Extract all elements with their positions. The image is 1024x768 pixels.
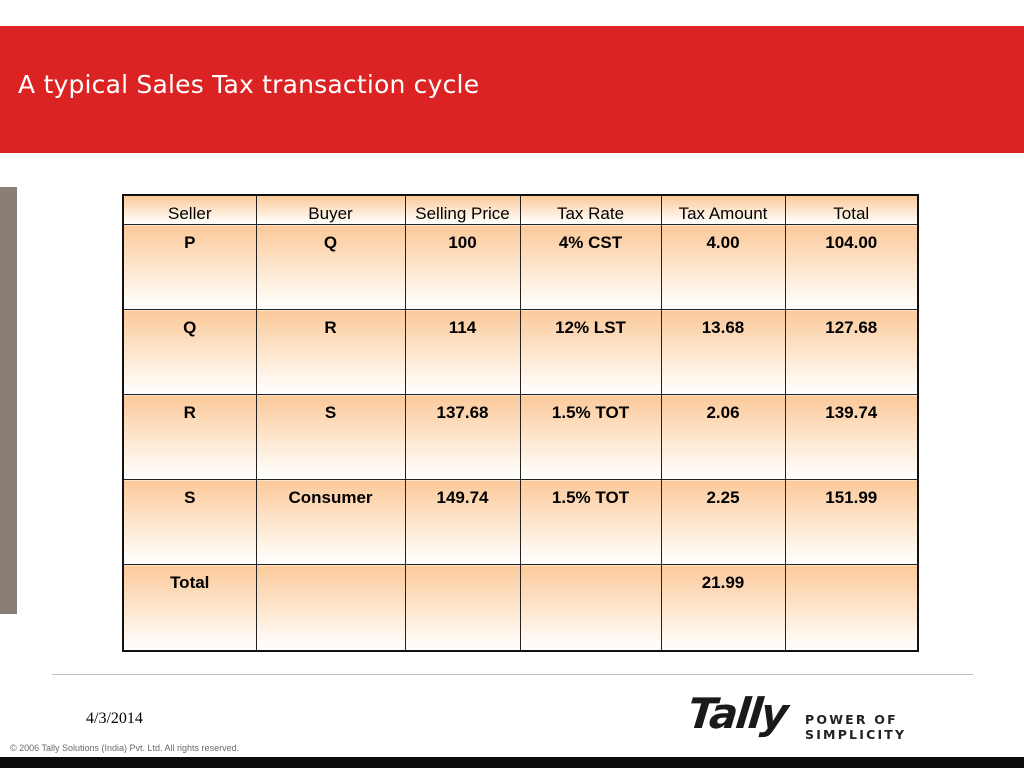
table-cell: 2.25 bbox=[660, 479, 786, 565]
slide-title: A typical Sales Tax transaction cycle bbox=[18, 70, 480, 99]
table-cell: 13.68 bbox=[660, 309, 786, 395]
table-cell: 137.68 bbox=[404, 394, 521, 480]
table-cell: 4% CST bbox=[519, 224, 662, 310]
header-cell: Total bbox=[784, 194, 919, 225]
table-row: S Consumer 149.74 1.5% TOT 2.25 151.99 bbox=[122, 479, 919, 565]
bottom-bar bbox=[0, 757, 1024, 768]
copyright-notice: © 2006 Tally Solutions (India) Pvt. Ltd.… bbox=[10, 743, 240, 753]
table-cell: Total bbox=[122, 564, 257, 652]
table-cell bbox=[784, 564, 919, 652]
table-cell: 149.74 bbox=[404, 479, 521, 565]
table-cell bbox=[255, 564, 406, 652]
table-cell: Consumer bbox=[255, 479, 406, 565]
table-header-row: Seller Buyer Selling Price Tax Rate Tax … bbox=[122, 194, 919, 225]
table-cell: 1.5% TOT bbox=[519, 479, 662, 565]
table-row: R S 137.68 1.5% TOT 2.06 139.74 bbox=[122, 394, 919, 480]
table-cell: R bbox=[122, 394, 257, 480]
header-cell: Seller bbox=[122, 194, 257, 225]
table-cell: P bbox=[122, 224, 257, 310]
table-cell: 1.5% TOT bbox=[519, 394, 662, 480]
table-cell: 127.68 bbox=[784, 309, 919, 395]
table-cell: S bbox=[255, 394, 406, 480]
table-cell: 151.99 bbox=[784, 479, 919, 565]
header-cell: Tax Rate bbox=[519, 194, 662, 225]
header-cell: Tax Amount bbox=[660, 194, 786, 225]
side-accent-bar bbox=[0, 187, 17, 614]
table-cell: Q bbox=[122, 309, 257, 395]
table-total-row: Total 21.99 bbox=[122, 564, 919, 652]
table-cell: 21.99 bbox=[660, 564, 786, 652]
title-band bbox=[0, 26, 1024, 153]
table-cell bbox=[519, 564, 662, 652]
tally-logo: Tally POWER OF SIMPLICITY bbox=[685, 689, 978, 742]
table-cell: 104.00 bbox=[784, 224, 919, 310]
table-cell: 139.74 bbox=[784, 394, 919, 480]
table-row: P Q 100 4% CST 4.00 104.00 bbox=[122, 224, 919, 310]
table-cell: 4.00 bbox=[660, 224, 786, 310]
header-cell: Selling Price bbox=[404, 194, 521, 225]
table-cell: 2.06 bbox=[660, 394, 786, 480]
sales-tax-table: Seller Buyer Selling Price Tax Rate Tax … bbox=[122, 194, 919, 652]
logo-wordmark: Tally bbox=[685, 689, 789, 738]
table-cell: 114 bbox=[404, 309, 521, 395]
footer-divider bbox=[52, 674, 973, 675]
slide-date: 4/3/2014 bbox=[86, 710, 143, 727]
table-cell bbox=[404, 564, 521, 652]
table-row: Q R 114 12% LST 13.68 127.68 bbox=[122, 309, 919, 395]
table-cell: R bbox=[255, 309, 406, 395]
table-cell: 100 bbox=[404, 224, 521, 310]
table-cell: 12% LST bbox=[519, 309, 662, 395]
logo-tagline: POWER OF SIMPLICITY bbox=[805, 712, 907, 742]
table-cell: Q bbox=[255, 224, 406, 310]
header-cell: Buyer bbox=[255, 194, 406, 225]
table-cell: S bbox=[122, 479, 257, 565]
